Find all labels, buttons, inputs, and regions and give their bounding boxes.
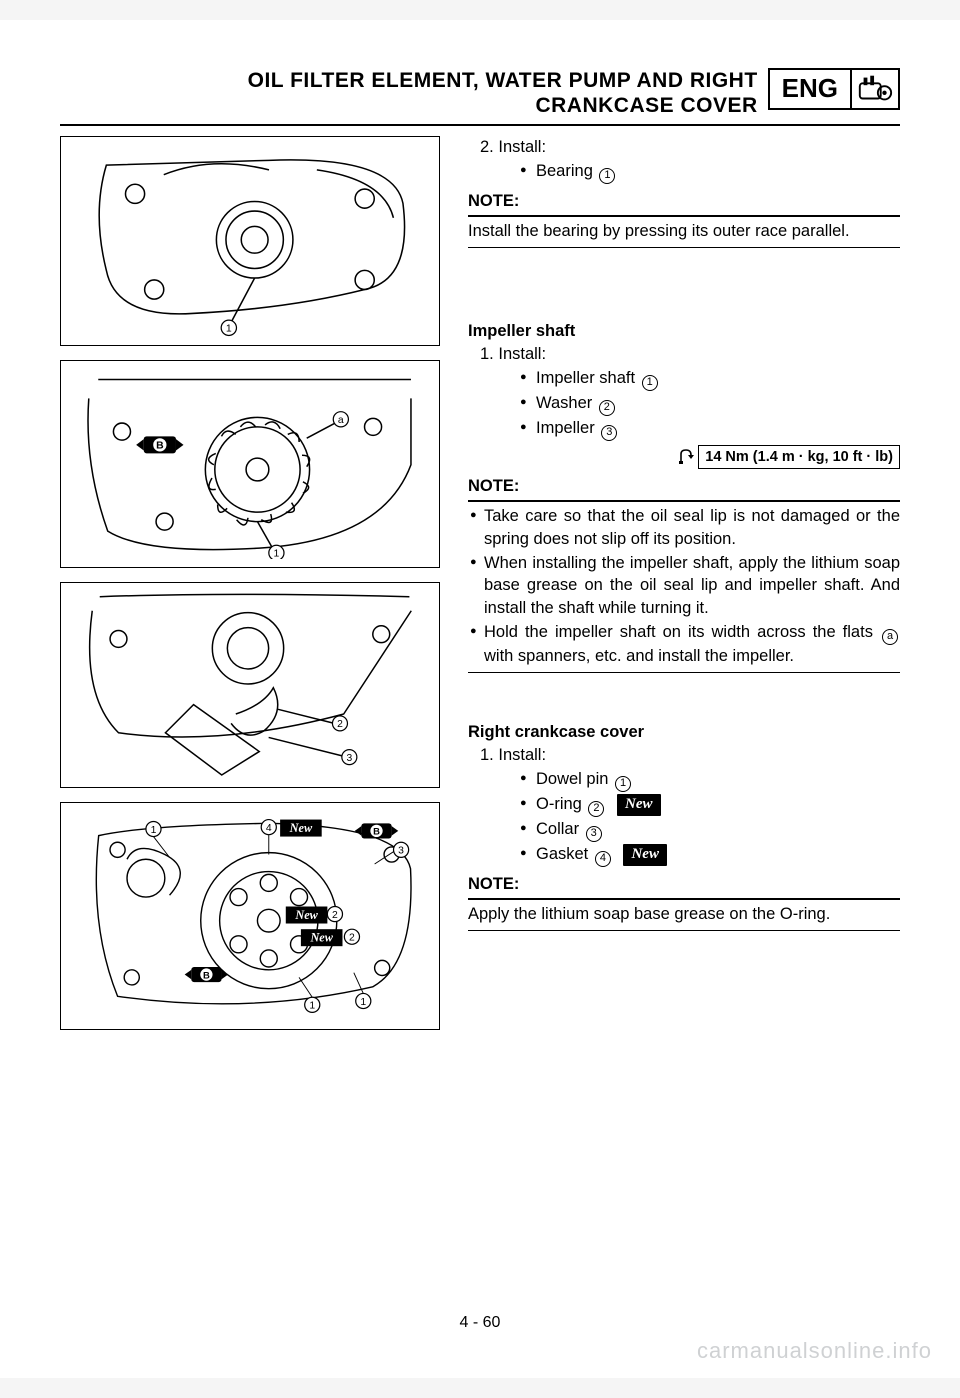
section-bearing: 2. Install: Bearing 1 NOTE: Install the … [468,136,900,247]
svg-text:2: 2 [337,719,343,730]
crankcase-items: Dowel pin 1 O-ring 2 New Collar 3 Gasket [468,768,900,867]
svg-text:2: 2 [349,933,355,944]
content-area: 1 [60,136,900,1030]
figure-1: 1 [60,136,440,346]
svg-text:a: a [338,415,344,426]
list-item: Gasket 4 New [520,843,900,867]
note-head: NOTE: [468,873,519,896]
list-item: Collar 3 [520,818,900,842]
svg-text:B: B [373,827,380,838]
section-impeller: Impeller shaft 1. Install: Impeller shaf… [468,320,900,673]
ref-circle: 2 [588,801,604,817]
list-item: Washer 2 [520,392,900,416]
ref-circle: 1 [642,375,658,391]
ref-circle: 1 [615,776,631,792]
ref-circle: 2 [599,400,615,416]
list-item: O-ring 2 New [520,793,900,817]
svg-text:3: 3 [347,752,353,763]
torque-icon [676,447,696,467]
svg-text:3: 3 [398,846,404,857]
ref-circle: 4 [595,851,611,867]
step-label: Install: [498,746,546,764]
note-item: When installing the impeller shaft, appl… [470,552,900,620]
lang-box: ENG [768,68,852,110]
figure-2: B a 1 [60,360,440,568]
ref-circle: 3 [601,425,617,441]
title-line-1: OIL FILTER ELEMENT, WATER PUMP AND RIGHT [248,68,758,93]
svg-text:B: B [156,440,164,451]
svg-text:1: 1 [226,322,232,334]
svg-text:1: 1 [151,825,157,836]
svg-text:1: 1 [274,548,280,559]
note-body: Apply the lithium soap base grease on th… [468,903,900,926]
ref-circle: 3 [586,826,602,842]
step-label: Install: [498,138,546,156]
list-item: Bearing 1 [520,160,900,184]
step-num: 1. [480,345,494,363]
text-column: 2. Install: Bearing 1 NOTE: Install the … [468,136,900,1030]
figure-4: 1 4 New New 2 New 2 3 1 1 [60,802,440,1030]
watermark: carmanualsonline.info [697,1338,932,1364]
svg-text:4: 4 [266,823,272,834]
step-num: 2. [480,138,494,156]
note-item: Hold the impeller shaft on its width acr… [470,621,900,668]
page-title: OIL FILTER ELEMENT, WATER PUMP AND RIGHT… [248,68,758,118]
impeller-items: Impeller shaft 1 Washer 2 Impeller 3 [468,367,900,441]
svg-text:1: 1 [361,997,367,1008]
torque-spec: 14 Nm (1.4 m · kg, 10 ft · lb) [468,445,900,469]
step-label: Install: [498,345,546,363]
new-badge: New [617,794,661,816]
ref-circle: a [882,629,898,645]
list-item: Dowel pin 1 [520,768,900,792]
svg-text:B: B [203,971,210,982]
impeller-notes: Take care so that the oil seal lip is no… [468,505,900,668]
svg-text:New: New [289,821,313,835]
figure-column: 1 [60,136,440,1030]
note-head: NOTE: [468,475,519,498]
note-body: Install the bearing by pressing its oute… [468,220,900,243]
step-2: 2. Install: [468,136,900,159]
list-item: Impeller shaft 1 [520,367,900,391]
manual-page: OIL FILTER ELEMENT, WATER PUMP AND RIGHT… [0,20,960,1378]
svg-text:New: New [310,931,334,945]
step-1: 1. Install: [468,744,900,767]
page-number: 4 - 60 [0,1314,960,1332]
list-item: Impeller 3 [520,417,900,441]
svg-text:1: 1 [309,1001,315,1012]
step-1: 1. Install: [468,343,900,366]
heading: Impeller shaft [468,320,900,343]
title-line-2: CRANKCASE COVER [248,93,758,118]
step-num: 1. [480,746,494,764]
bearing-items: Bearing 1 [468,160,900,184]
svg-text:2: 2 [332,910,338,921]
page-header: OIL FILTER ELEMENT, WATER PUMP AND RIGHT… [60,68,900,126]
note-item: Take care so that the oil seal lip is no… [470,505,900,551]
svg-text:New: New [294,908,318,922]
heading: Right crankcase cover [468,721,900,744]
torque-value: 14 Nm (1.4 m · kg, 10 ft · lb) [698,445,900,469]
section-crankcase: Right crankcase cover 1. Install: Dowel … [468,721,900,931]
new-badge: New [623,844,667,866]
figure-3: 2 3 [60,582,440,788]
note-head: NOTE: [468,190,519,213]
ref-circle: 1 [599,168,615,184]
engine-icon [850,68,900,110]
